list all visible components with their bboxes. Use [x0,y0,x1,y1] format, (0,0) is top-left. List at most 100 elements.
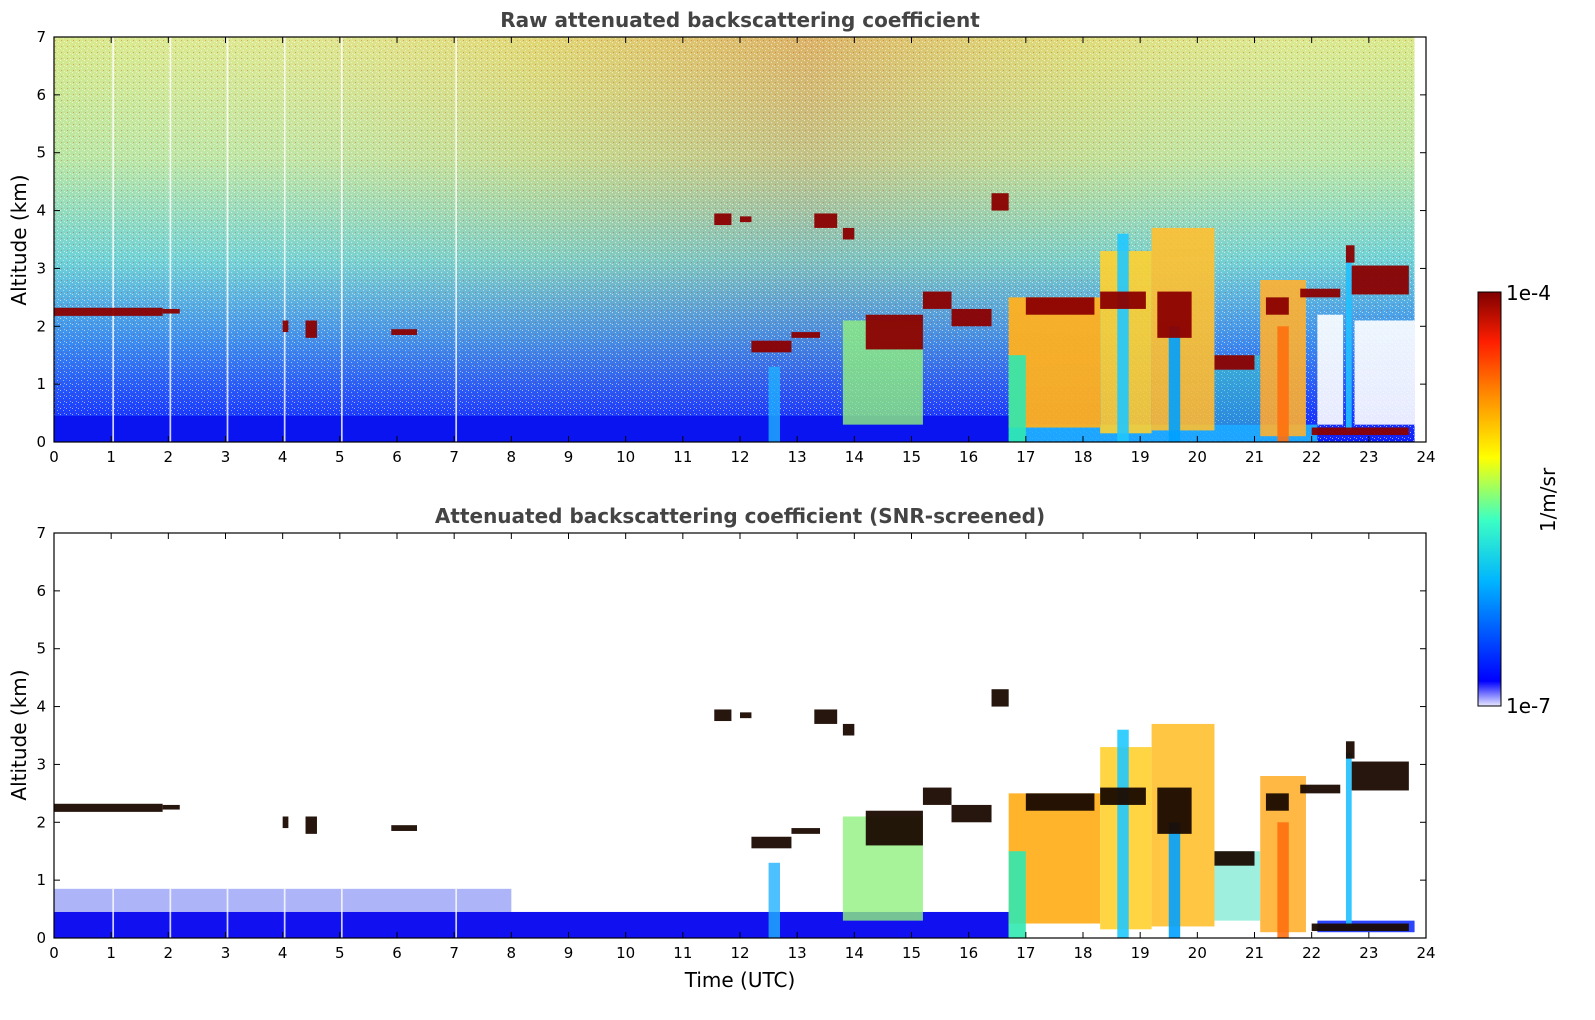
y-tick-label: 7 [36,524,46,542]
chart-title: Raw attenuated backscattering coefficien… [500,8,980,32]
backscatter-layer [1214,355,1255,370]
x-tick-label: 0 [49,448,59,466]
backscatter-layer [54,803,163,812]
backscatter-layer [1025,793,1095,811]
cloud-column [1008,355,1026,442]
backscatter-layer [865,810,923,846]
backscatter-layer [951,804,992,823]
x-tick-label: 3 [221,448,231,466]
y-tick-label: 1 [36,375,46,393]
backscatter-layer [162,804,180,810]
cloud-column [1345,752,1352,927]
colorbar-max-label: 1e-4 [1506,281,1551,305]
missing-profile-line [226,888,229,938]
cloud-column [1277,326,1289,442]
backscatter-layer [162,308,180,314]
x-tick-label: 1 [106,448,116,466]
x-tick-label: 12 [730,944,749,962]
backscatter-layer [1345,741,1355,759]
x-tick-label: 8 [507,448,517,466]
x-tick-label: 11 [673,944,692,962]
raw-backscatter-panel: Raw attenuated backscattering coefficien… [7,8,1436,466]
y-tick-label: 3 [36,755,46,773]
x-tick-label: 13 [788,448,807,466]
x-tick-label: 19 [1131,448,1150,466]
colorbar: 1e-4 1e-7 1/m/sr [1477,281,1560,718]
y-tick-label: 2 [36,317,46,335]
x-tick-label: 5 [335,944,345,962]
x-tick-label: 15 [902,944,921,962]
missing-profile-line [455,888,458,938]
x-tick-label: 11 [673,448,692,466]
backscatter-layer [1345,245,1355,263]
backscatter-layer [1265,297,1289,315]
colorbar-unit-label: 1/m/sr [1536,467,1560,532]
x-tick-label: 13 [788,944,807,962]
y-tick-label: 6 [36,582,46,600]
backscatter-layer [54,307,163,316]
backscatter-layer [1311,923,1409,932]
x-tick-label: 4 [278,944,288,962]
x-tick-label: 15 [902,448,921,466]
colorbar-min-label: 1e-7 [1506,694,1551,718]
backscatter-layer [791,828,821,834]
x-tick-label: 9 [564,944,574,962]
backscatter-layer [842,227,855,240]
x-tick-label: 18 [1073,944,1092,962]
missing-profile-line [226,37,229,442]
x-tick-label: 14 [845,448,864,466]
missing-profile-line [455,37,458,442]
backscatter-layer [951,308,992,327]
x-tick-label: 16 [959,944,978,962]
y-tick-label: 5 [36,640,46,658]
no-data-strip [1414,37,1426,442]
snr-screened-panel: Attenuated backscattering coefficient (S… [7,504,1436,992]
missing-profile-line [169,37,172,442]
cloud-column [1117,233,1129,442]
x-tick-label: 7 [449,944,459,962]
backscatter-layer [1351,761,1409,791]
backscatter-layer [282,816,289,829]
cloud-column [1277,822,1289,938]
backscatter-layer [740,712,752,719]
y-tick-label: 7 [36,28,46,46]
backscatter-layer [814,709,838,724]
x-tick-label: 17 [1016,448,1035,466]
cloud-column [1117,729,1129,938]
backscatter-layer [865,314,923,350]
backscatter-layer [305,816,317,834]
x-tick-label: 7 [449,448,459,466]
x-tick-label: 21 [1245,944,1264,962]
backscatter-layer [714,709,732,722]
x-tick-label: 1 [106,944,116,962]
y-axis-label: Altitude (km) [7,174,31,305]
missing-profile-line [112,888,115,938]
backscatter-layer [814,213,838,228]
x-tick-label: 10 [616,944,635,962]
x-tick-label: 20 [1188,944,1207,962]
cloud-column [768,366,781,442]
backscatter-layer [842,723,855,736]
backscatter-layer [1214,851,1255,866]
backscatter-layer [751,340,792,353]
backscatter-layer [1351,265,1409,295]
x-axis-label: Time (UTC) [684,968,796,992]
x-tick-label: 6 [392,448,402,466]
x-tick-label: 14 [845,944,864,962]
backscatter-layer [1100,787,1146,805]
backscatter-layer [991,689,1009,707]
x-tick-label: 24 [1416,944,1435,962]
aerosol-haze [54,888,512,912]
backscatter-layer [1311,427,1409,436]
x-tick-label: 9 [564,448,574,466]
missing-profile-line [169,888,172,938]
missing-profile-line [283,888,286,938]
clear-air-gap [1354,320,1415,425]
backscatter-layer [922,787,952,805]
x-tick-label: 23 [1359,448,1378,466]
y-tick-label: 4 [36,698,46,716]
cloud-column [1345,256,1352,431]
x-tick-label: 22 [1302,448,1321,466]
backscatter-layer [305,320,317,338]
